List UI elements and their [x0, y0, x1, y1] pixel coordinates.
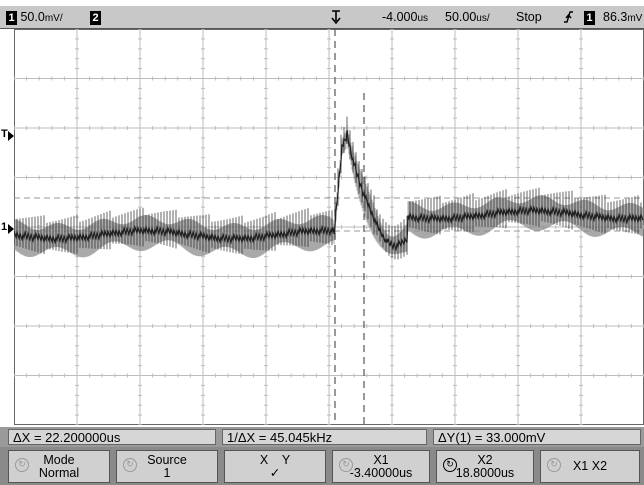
time-offset[interactable]: -4.000us — [382, 10, 429, 24]
x1-softkey[interactable]: ↻ X1 -3.40000us — [332, 450, 430, 483]
softkey-bar: ↻ Mode Normal ↻ Source 1 X Y ✓ ↻ X1 -3.4… — [0, 447, 644, 485]
delta-y-readout: ΔY(1) = 33.000mV — [433, 429, 641, 445]
run-state: Stop — [516, 10, 542, 24]
entry-knob-icon: ↻ — [547, 458, 561, 472]
trigger-position-marker-icon — [329, 9, 343, 28]
mode-softkey[interactable]: ↻ Mode Normal — [8, 450, 110, 483]
channel1-scale: 50.0 — [20, 10, 45, 24]
x1-x2-softkey[interactable]: ↻ X1 X2 — [540, 450, 640, 483]
channel1-scale-unit: mV/ — [44, 13, 63, 24]
entry-knob-icon: ↻ — [15, 458, 29, 472]
status-bar: 1 50.0mV/ 2 -4.000us 50.00us/ Stop 1 86.… — [0, 6, 644, 29]
entry-knob-icon: ↻ — [123, 458, 137, 472]
ground-arrow-icon — [8, 224, 14, 234]
channel1-badge: 1 — [6, 11, 17, 25]
channel2-badge: 2 — [90, 11, 101, 25]
measurement-bar: ΔX = 22.200000us 1/ΔX = 45.045kHz ΔY(1) … — [0, 427, 644, 447]
waveform-svg — [14, 29, 644, 425]
source-softkey[interactable]: ↻ Source 1 — [116, 450, 218, 483]
timebase[interactable]: 50.00us/ — [445, 10, 490, 24]
trigger-level-marker[interactable]: T — [1, 128, 8, 140]
entry-knob-icon-active: ↻ — [443, 458, 457, 472]
waveform-display[interactable] — [14, 29, 644, 425]
trigger-level[interactable]: 86.3mV — [603, 10, 643, 24]
waveform-trace — [14, 130, 644, 252]
entry-knob-icon: ↻ — [339, 458, 353, 472]
channel1-indicator[interactable]: 1 50.0mV/ — [6, 10, 63, 25]
rising-edge-icon — [562, 9, 574, 28]
trigger-channel[interactable]: 1 — [584, 10, 595, 25]
xy-softkey[interactable]: X Y ✓ — [224, 450, 326, 483]
channel2-indicator[interactable]: 2 — [90, 10, 101, 25]
x2-softkey[interactable]: ↻ X2 18.8000us — [436, 450, 534, 483]
channel1-ground-marker[interactable]: 1 — [1, 221, 8, 233]
trigger-level-arrow-icon — [8, 131, 14, 141]
checkmark-icon: ✓ — [269, 466, 281, 480]
delta-x-readout: ΔX = 22.200000us — [8, 429, 216, 445]
inverse-delta-x-readout: 1/ΔX = 45.045kHz — [222, 429, 427, 445]
